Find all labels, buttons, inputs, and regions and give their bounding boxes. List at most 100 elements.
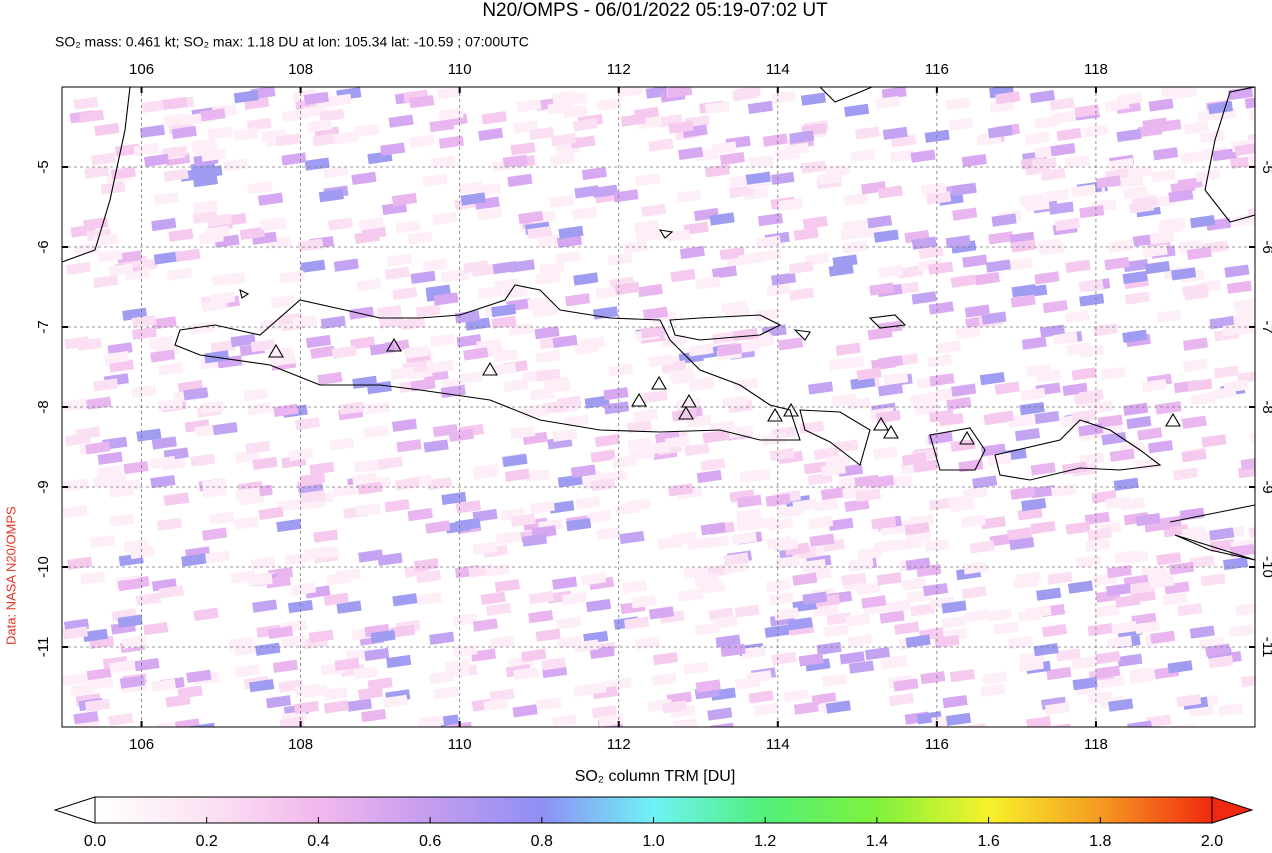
so2-pixel [1153,147,1179,161]
lon-tick-label: 106 [129,736,154,753]
so2-pixel [522,533,548,547]
so2-pixel [826,612,852,626]
so2-pixel [625,498,652,512]
so2-pixel [941,600,967,614]
so2-pixel [1105,583,1132,597]
so2-pixel [1079,293,1105,307]
so2-pixel [928,261,954,275]
colorbar-tick-label: 1.4 [866,833,888,850]
so2-pixel [969,540,995,554]
so2-pixel [292,315,318,329]
so2-pixel [1234,142,1255,157]
so2-pixel [117,614,143,628]
so2-pixel [281,152,307,166]
so2-pixel [190,722,216,727]
lat-tick-label: -6 [1259,240,1272,253]
so2-pixel [683,221,709,236]
so2-pixel [1208,655,1234,669]
so2-pixel [648,606,675,620]
so2-pixel [134,658,160,672]
so2-pixel [1019,401,1045,416]
colorbar-tick-label: 0.4 [307,833,329,850]
so2-pixel [361,708,387,723]
lat-tick-label: -5 [35,160,52,173]
so2-pixel [762,133,788,147]
so2-pixel [384,266,410,280]
lon-tick-label: 108 [288,61,313,78]
so2-pixel [611,454,637,469]
so2-pixel [1046,666,1072,681]
so2-pixel [73,711,99,725]
so2-pixel [777,337,804,351]
so2-pixel [798,653,824,667]
so2-pixel [1181,415,1207,429]
so2-pixel [1132,195,1158,210]
so2-pixel [773,607,800,621]
lon-tick-label: 116 [925,61,949,78]
so2-pixel [1218,703,1244,717]
so2-pixel [670,371,697,385]
so2-pixel [657,536,683,550]
so2-pixel [873,229,899,243]
so2-pixel [148,336,174,350]
so2-pixel [979,683,1006,697]
so2-pixel [1200,573,1226,587]
so2-pixel [648,138,674,152]
so2-pixel [901,577,927,591]
so2-pixel [1253,659,1255,674]
so2-pixel [239,226,265,241]
so2-pixel [233,90,259,104]
so2-pixel [626,419,652,434]
so2-pixel [951,182,977,197]
so2-pixel [1010,239,1036,253]
so2-pixel [1189,625,1215,639]
so2-pixel [667,483,694,497]
so2-pixel [1156,401,1182,415]
so2-pixel [535,368,561,382]
so2-pixel [787,617,813,631]
so2-pixel [433,686,459,700]
so2-pixel [62,672,88,687]
so2-pixel [788,260,814,275]
so2-pixel [876,572,902,586]
so2-pixel [163,113,189,127]
so2-pixel [1095,175,1121,189]
so2-pixel [945,235,971,249]
so2-pixel [1112,621,1138,635]
so2-pixel [463,347,489,361]
so2-pixel [993,621,1019,635]
so2-pixel [562,105,589,119]
lat-tick-label: -11 [1259,637,1272,658]
so2-pixel [84,165,110,179]
so2-pixel [844,498,870,513]
so2-pixel [154,721,181,727]
so2-pixel [304,157,330,171]
so2-pixel [1240,456,1255,471]
volcano [959,430,975,445]
so2-pixel [769,447,795,462]
so2-pixel [1250,430,1255,444]
so2-pixel [1064,155,1091,169]
so2-pixel [841,572,867,586]
colorbar-tick-label: 0.2 [196,833,218,850]
so2-pixel [911,291,937,305]
so2-pixel [1123,550,1149,565]
so2-pixel [614,281,640,296]
so2-pixel [312,133,338,147]
so2-pixel [429,118,455,133]
so2-pixel [432,423,458,438]
so2-pixel [717,343,743,357]
so2-pixel [603,401,630,415]
so2-pixel [1141,565,1167,579]
so2-pixel [733,377,759,392]
so2-pixel [1042,623,1068,638]
so2-pixel [1074,104,1100,118]
so2-pixel [1156,119,1182,133]
so2-pixel [839,651,865,665]
so2-pixel [174,718,201,727]
so2-pixel [157,398,184,412]
lat-tick-label: -9 [1259,480,1272,493]
so2-pixel [233,516,259,530]
so2-pixel [622,580,648,594]
so2-pixel [1212,148,1238,162]
